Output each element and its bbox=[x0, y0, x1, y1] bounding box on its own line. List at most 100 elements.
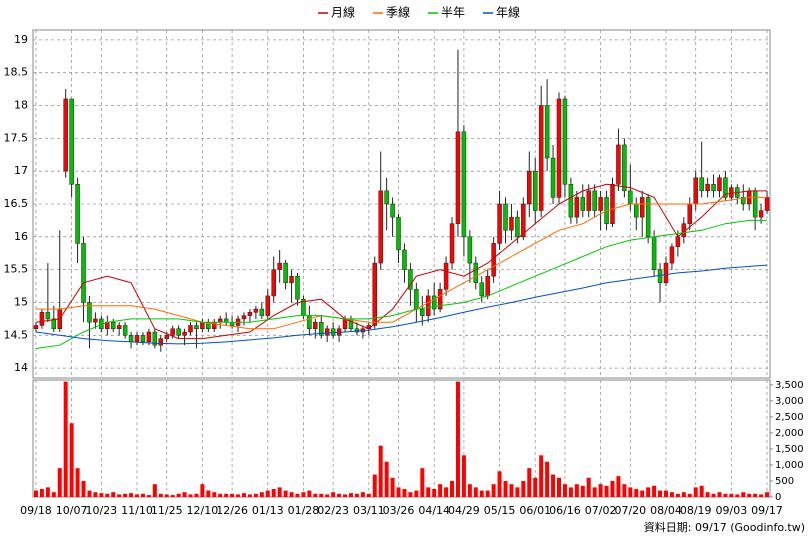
x-tick-label: 10/23 bbox=[85, 504, 117, 517]
candle-body bbox=[741, 197, 746, 205]
ma-line bbox=[35, 264, 768, 345]
volume-bar bbox=[176, 493, 181, 497]
volume-bar bbox=[135, 494, 140, 497]
volume-bar bbox=[265, 490, 270, 497]
volume-bar bbox=[521, 480, 526, 497]
volume-bar bbox=[634, 488, 639, 497]
volume-bar bbox=[283, 490, 288, 497]
volume-bar bbox=[39, 488, 44, 497]
candle-body bbox=[758, 210, 764, 218]
candle-body bbox=[396, 216, 401, 251]
volume-bar bbox=[515, 487, 520, 497]
candle-body bbox=[170, 328, 175, 336]
volume-bar bbox=[444, 487, 449, 497]
volume-tick-label: 3,000 bbox=[775, 396, 804, 407]
x-tick-label: 07/20 bbox=[614, 504, 646, 517]
volume-bar bbox=[687, 493, 692, 497]
volume-bar bbox=[277, 487, 282, 497]
volume-bar bbox=[473, 487, 478, 497]
volume-bar bbox=[224, 493, 229, 497]
candle-body bbox=[313, 321, 318, 330]
volume-bar bbox=[105, 493, 110, 497]
x-tick-label: 06/16 bbox=[549, 504, 581, 517]
y-tick-label: 19 bbox=[14, 33, 28, 46]
volume-bar bbox=[551, 474, 556, 497]
candle-body bbox=[271, 269, 276, 297]
x-tick-label: 11/25 bbox=[151, 504, 183, 517]
volume-bar bbox=[652, 485, 657, 497]
volume-bar bbox=[307, 490, 312, 497]
candle-body bbox=[176, 328, 181, 336]
volume-bar bbox=[319, 493, 324, 497]
candle-body bbox=[645, 197, 651, 238]
candle-body bbox=[194, 325, 199, 330]
volume-bar bbox=[545, 461, 550, 497]
x-tick-label: 09/03 bbox=[716, 504, 748, 517]
volume-bar bbox=[479, 490, 484, 497]
x-tick-label: 04/29 bbox=[448, 504, 480, 517]
candle-body bbox=[200, 321, 205, 330]
volume-bar bbox=[414, 490, 419, 497]
volume-bar bbox=[158, 493, 163, 497]
x-tick-label: 08/04 bbox=[650, 504, 682, 517]
candle-body bbox=[473, 262, 479, 284]
candle-body bbox=[414, 289, 419, 310]
candle-body bbox=[616, 144, 621, 185]
candle-body bbox=[503, 203, 508, 231]
volume-tick-label: 3,500 bbox=[775, 380, 804, 391]
candle-body bbox=[461, 131, 467, 238]
candle-body bbox=[283, 262, 288, 284]
candle-body bbox=[425, 295, 431, 316]
volume-bar bbox=[360, 492, 365, 497]
candle-body bbox=[253, 308, 259, 313]
y-tick-label: 14.5 bbox=[4, 328, 29, 341]
volume-bar bbox=[491, 484, 496, 497]
volume-bar bbox=[271, 488, 276, 497]
candle-body bbox=[378, 190, 383, 264]
legend-label: 季線 bbox=[386, 5, 410, 20]
candle-body bbox=[289, 275, 294, 284]
candle-body bbox=[217, 318, 223, 323]
candle-body bbox=[752, 190, 758, 218]
volume-bar bbox=[188, 494, 193, 497]
candle-body bbox=[699, 177, 704, 192]
candle-body bbox=[717, 177, 722, 192]
candle-body bbox=[122, 325, 128, 336]
volume-bar bbox=[693, 487, 698, 497]
candle-body bbox=[259, 308, 265, 316]
x-tick-label: 12/10 bbox=[187, 504, 219, 517]
candle-body bbox=[140, 335, 146, 343]
ma-line bbox=[35, 219, 767, 349]
volume-bar bbox=[408, 492, 413, 497]
candle-body bbox=[622, 144, 627, 192]
volume-bar bbox=[331, 492, 336, 497]
candle-body bbox=[402, 249, 407, 270]
volume-bar bbox=[699, 485, 704, 497]
volume-bar bbox=[497, 471, 502, 497]
candle-body bbox=[515, 216, 520, 238]
candle-body bbox=[182, 331, 187, 336]
volume-bar bbox=[354, 493, 359, 497]
volume-bar bbox=[295, 493, 300, 497]
candle-body bbox=[408, 269, 413, 290]
candle-body bbox=[277, 262, 282, 270]
volume-bar bbox=[230, 493, 235, 497]
volume-bar bbox=[129, 493, 134, 497]
candle-body bbox=[568, 184, 574, 218]
volume-bar bbox=[759, 494, 764, 497]
candle-body bbox=[265, 295, 271, 316]
volume-bar bbox=[164, 494, 169, 497]
volume-bar bbox=[390, 477, 395, 497]
x-tick-label: 10/07 bbox=[56, 504, 88, 517]
y-tick-label: 16 bbox=[14, 230, 28, 243]
volume-bar bbox=[69, 423, 74, 497]
candle-body bbox=[319, 321, 324, 336]
volume-bar bbox=[432, 488, 437, 497]
volume-bar bbox=[420, 468, 425, 497]
volume-bar bbox=[218, 493, 223, 497]
candle-body bbox=[669, 246, 675, 264]
candle-body bbox=[580, 197, 586, 211]
candle-body bbox=[152, 331, 158, 346]
volume-bar bbox=[705, 492, 710, 497]
